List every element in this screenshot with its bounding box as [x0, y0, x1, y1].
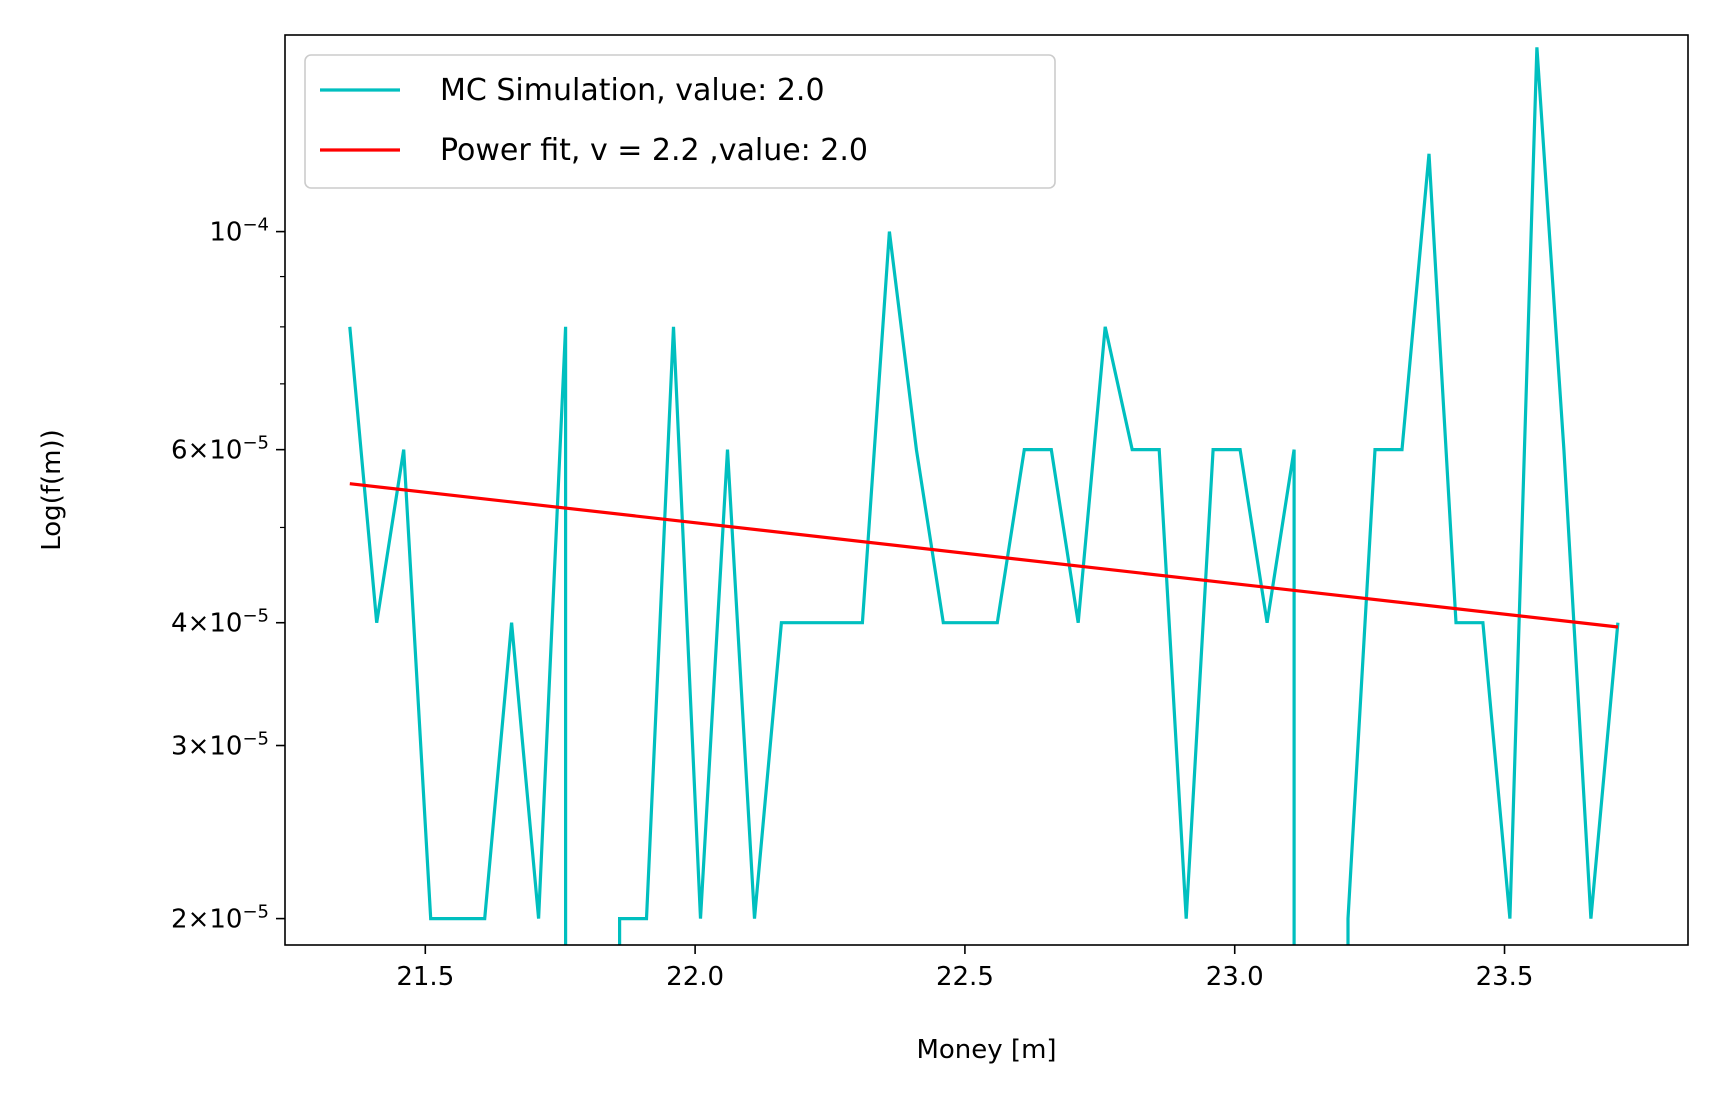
- x-tick-label: 22.5: [936, 962, 994, 992]
- x-tick-label: 22.0: [666, 962, 724, 992]
- y-axis-ticks: 2×10−5 3×10−5 4×10−5 6×10−5 10−4: [171, 214, 285, 935]
- series-line-2: [349, 482, 1619, 629]
- x-tick-label: 23.0: [1206, 962, 1264, 992]
- y-tick-label: 4×10−5: [171, 605, 269, 639]
- y-axis-label: Log(f(m)): [37, 429, 67, 551]
- legend-label-1: MC Simulation, value: 2.0: [440, 73, 825, 108]
- y-tick-label: 3×10−5: [171, 728, 269, 762]
- x-axis-ticks: 21.5 22.0 22.5 23.0 23.5: [396, 945, 1533, 992]
- series-line-1: [348, 47, 1620, 945]
- y-tick-label: 2×10−5: [171, 901, 269, 935]
- x-tick-label: 21.5: [396, 962, 454, 992]
- legend-label-2: Power fit, v = 2.2 ,value: 2.0: [440, 133, 868, 168]
- y-tick-label: 10−4: [209, 214, 269, 248]
- x-axis-label: Money [m]: [916, 1035, 1056, 1065]
- axes-frame: [284, 34, 1689, 946]
- legend: MC Simulation, value: 2.0 Power fit, v = …: [304, 54, 1056, 189]
- x-tick-label: 23.5: [1476, 962, 1534, 992]
- series-lines: [348, 47, 1620, 945]
- legend-box: [304, 54, 1056, 189]
- y-tick-label: 6×10−5: [171, 432, 269, 466]
